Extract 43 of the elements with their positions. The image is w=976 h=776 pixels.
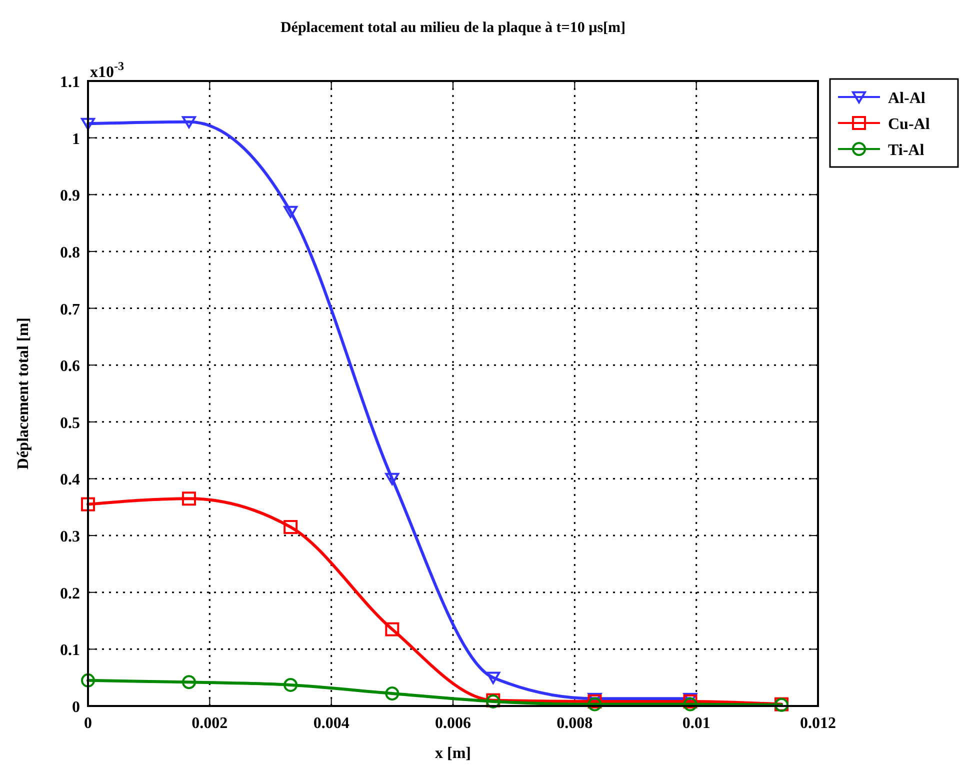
point [284, 206, 298, 218]
x-tick-label: 0.002 [192, 715, 228, 732]
y-tick-label: 1 [72, 130, 80, 148]
y-tick-label: 1.1 [60, 74, 80, 91]
x-tick-label: 0 [84, 715, 92, 732]
text: x10$^{-3}$ [90, 59, 124, 81]
point [81, 497, 95, 512]
point [284, 520, 298, 534]
point [182, 492, 196, 506]
point [81, 118, 95, 130]
y-tick-label: 0.8 [60, 244, 80, 262]
y-tick-label: 0.1 [60, 642, 80, 660]
point [182, 116, 196, 128]
point [385, 622, 400, 636]
x-tick-label: 0.008 [556, 715, 593, 732]
point [683, 694, 698, 708]
point [385, 686, 400, 700]
point [588, 697, 602, 712]
point [385, 472, 400, 486]
chart-title: Déplacement total au milieu de la plaque à t=10 µs[m] [280, 20, 626, 36]
point [182, 675, 196, 690]
x-tick-label: 0.012 [800, 715, 836, 732]
point [683, 697, 698, 712]
y-tick-label: 0.6 [60, 358, 80, 376]
y-tick-label: 0.9 [60, 188, 80, 205]
y-axis-title: Déplacement total [m] [15, 318, 32, 470]
y-tick-label: 0.5 [60, 414, 80, 432]
point [588, 694, 602, 708]
x-tick-label: 0.01 [682, 715, 710, 732]
legend-label: Al-Al [888, 90, 926, 107]
x-tick-label: 0.004 [313, 715, 350, 732]
point [284, 678, 298, 692]
x-axis-title: x [m] [435, 745, 471, 762]
y-tick-label: 0.4 [60, 472, 80, 489]
x-tick-label: 0.006 [435, 715, 471, 732]
y-tick-label: 0.7 [60, 301, 80, 318]
legend-label: Cu-Al [888, 116, 930, 133]
y-tick-label: 0.2 [60, 585, 80, 602]
y-tick-label: 0.3 [60, 528, 80, 546]
point [486, 672, 500, 684]
y-tick-label: 0 [72, 699, 80, 716]
legend-label: Ti-Al [888, 142, 925, 159]
point [81, 673, 95, 688]
